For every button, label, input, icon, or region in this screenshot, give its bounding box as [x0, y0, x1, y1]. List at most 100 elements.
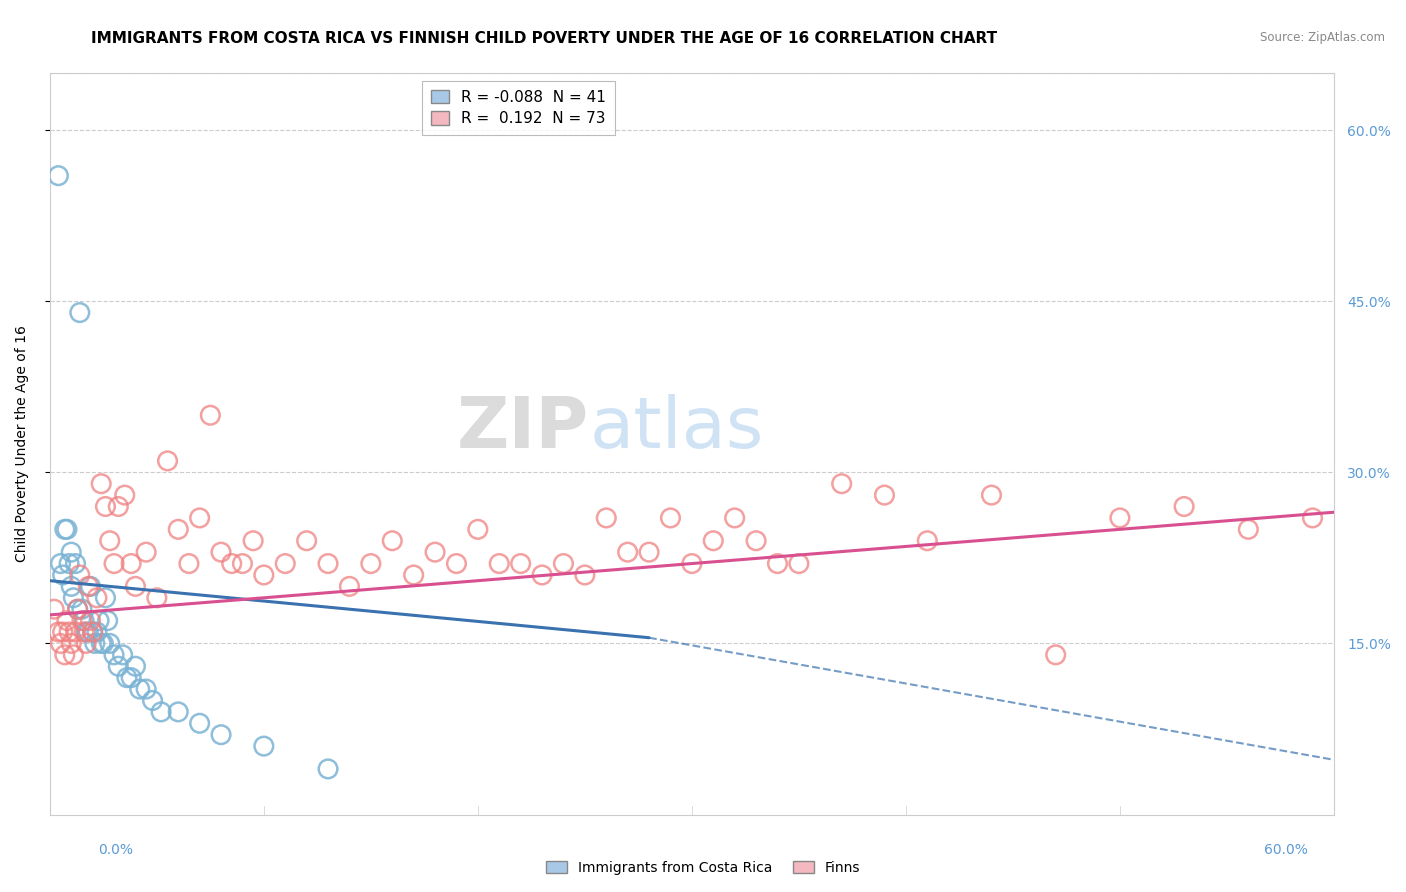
Point: [60, 545, 83, 559]
Point: [146, 591, 169, 605]
Point: [253, 568, 276, 582]
Point: [128, 681, 150, 696]
Point: [62, 648, 84, 662]
Point: [111, 648, 134, 662]
Point: [77, 625, 100, 640]
Point: [873, 488, 896, 502]
Text: IMMIGRANTS FROM COSTA RICA VS FINNISH CHILD POVERTY UNDER THE AGE OF 16 CORRELAT: IMMIGRANTS FROM COSTA RICA VS FINNISH CH…: [91, 31, 997, 46]
Point: [120, 671, 142, 685]
Point: [73, 625, 96, 640]
Point: [124, 579, 146, 593]
Point: [188, 716, 211, 731]
Point: [56, 614, 79, 628]
Text: atlas: atlas: [589, 394, 763, 464]
Point: [242, 533, 264, 548]
Point: [94, 591, 117, 605]
Point: [553, 557, 575, 571]
Point: [142, 693, 165, 707]
Y-axis label: Child Poverty Under the Age of 16: Child Poverty Under the Age of 16: [15, 326, 30, 562]
Point: [209, 545, 232, 559]
Point: [77, 579, 100, 593]
Point: [86, 591, 108, 605]
Point: [79, 579, 101, 593]
Point: [58, 557, 80, 571]
Point: [53, 522, 76, 536]
Point: [69, 568, 91, 582]
Point: [48, 169, 70, 183]
Point: [82, 625, 104, 640]
Legend: Immigrants from Costa Rica, Finns: Immigrants from Costa Rica, Finns: [540, 855, 866, 880]
Point: [681, 557, 703, 571]
Point: [135, 681, 157, 696]
Point: [253, 739, 276, 753]
Point: [531, 568, 554, 582]
Point: [103, 557, 125, 571]
Point: [91, 636, 114, 650]
Point: [231, 557, 253, 571]
Point: [98, 533, 121, 548]
Point: [1237, 522, 1260, 536]
Point: [616, 545, 638, 559]
Point: [467, 522, 489, 536]
Point: [177, 557, 200, 571]
Point: [65, 557, 87, 571]
Point: [48, 625, 70, 640]
Point: [221, 557, 243, 571]
Point: [52, 625, 75, 640]
Point: [316, 557, 339, 571]
Point: [745, 533, 768, 548]
Point: [188, 511, 211, 525]
Point: [49, 557, 72, 571]
Point: [574, 568, 596, 582]
Point: [70, 614, 93, 628]
Point: [316, 762, 339, 776]
Point: [69, 305, 91, 319]
Point: [1302, 511, 1324, 525]
Point: [135, 545, 157, 559]
Point: [70, 602, 93, 616]
Point: [66, 602, 89, 616]
Point: [831, 476, 853, 491]
Point: [65, 625, 87, 640]
Point: [488, 557, 510, 571]
Point: [766, 557, 789, 571]
Point: [150, 705, 173, 719]
Legend: R = -0.088  N = 41, R =  0.192  N = 73: R = -0.088 N = 41, R = 0.192 N = 73: [422, 80, 616, 136]
Point: [120, 557, 142, 571]
Point: [49, 636, 72, 650]
Point: [98, 636, 121, 650]
Point: [339, 579, 361, 593]
Point: [87, 614, 110, 628]
Point: [638, 545, 661, 559]
Point: [53, 648, 76, 662]
Point: [86, 625, 108, 640]
Text: Source: ZipAtlas.com: Source: ZipAtlas.com: [1260, 31, 1385, 45]
Point: [75, 625, 97, 640]
Point: [1173, 500, 1195, 514]
Point: [209, 728, 232, 742]
Point: [60, 579, 83, 593]
Point: [724, 511, 747, 525]
Point: [156, 454, 179, 468]
Point: [42, 602, 65, 616]
Point: [124, 659, 146, 673]
Point: [980, 488, 1002, 502]
Point: [509, 557, 531, 571]
Point: [595, 511, 617, 525]
Point: [73, 614, 96, 628]
Point: [94, 500, 117, 514]
Point: [62, 591, 84, 605]
Point: [423, 545, 446, 559]
Point: [1109, 511, 1132, 525]
Text: ZIP: ZIP: [457, 394, 589, 464]
Point: [917, 533, 939, 548]
Point: [107, 500, 129, 514]
Point: [274, 557, 297, 571]
Point: [659, 511, 682, 525]
Point: [167, 705, 190, 719]
Point: [60, 636, 83, 650]
Point: [115, 671, 138, 685]
Point: [82, 625, 104, 640]
Point: [295, 533, 318, 548]
Point: [360, 557, 382, 571]
